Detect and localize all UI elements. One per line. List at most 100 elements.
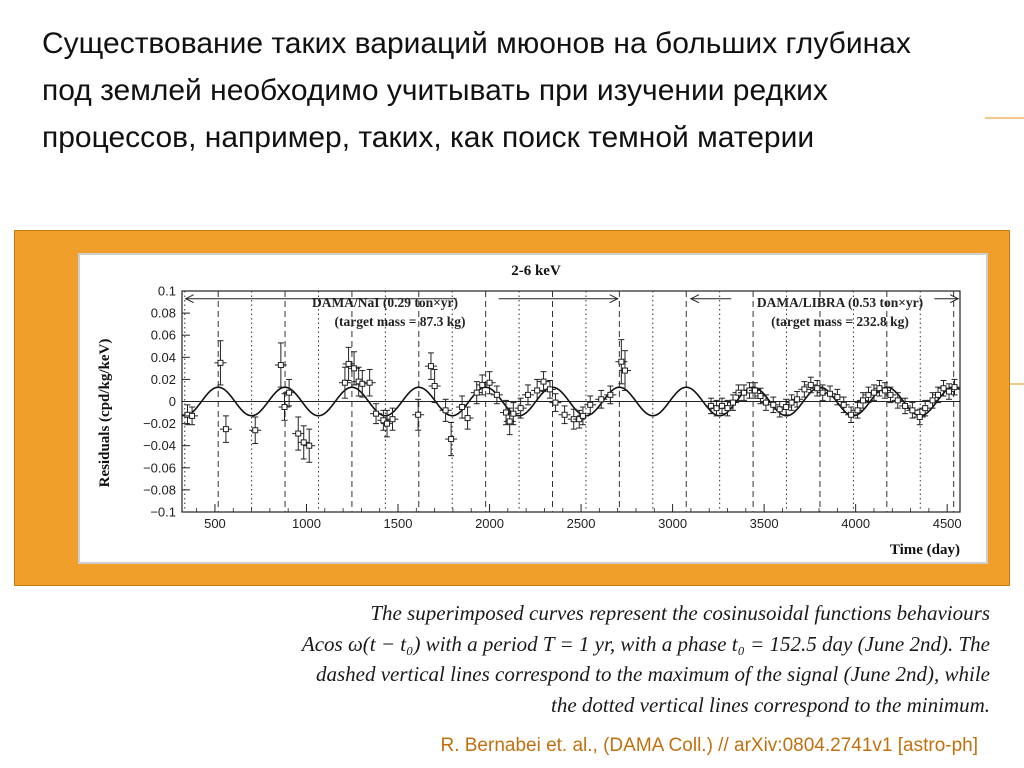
data-point: [848, 411, 855, 418]
data-point: [561, 411, 568, 418]
data-point: [503, 409, 510, 416]
libra-label: DAMA/LIBRA (0.53 ton×yr): [757, 295, 923, 310]
data-point: [524, 391, 531, 398]
data-point: [295, 430, 302, 437]
data-point: [776, 406, 783, 413]
data-point: [794, 396, 801, 403]
data-point: [935, 391, 942, 398]
data-point: [389, 416, 396, 423]
data-point: [552, 399, 559, 406]
x-tick-label: 500: [204, 516, 226, 531]
y-tick-label: 0.06: [151, 328, 176, 343]
x-tick-label: 4000: [841, 516, 870, 531]
data-point: [622, 367, 629, 374]
data-point: [222, 426, 229, 433]
chart-title: 2-6 keV: [511, 263, 561, 279]
data-point: [607, 391, 614, 398]
data-point: [902, 402, 909, 409]
data-point: [448, 436, 455, 443]
data-point: [819, 389, 826, 396]
caption-line-3: dashed vertical lines correspond to the …: [315, 662, 990, 686]
data-point: [827, 390, 834, 397]
x-tick-label: 4500: [933, 516, 962, 531]
data-point: [366, 379, 373, 386]
data-point: [384, 420, 391, 427]
data-point: [427, 363, 434, 370]
caption-line-1: The superimposed curves represent the co…: [370, 601, 990, 625]
data-point: [788, 399, 795, 406]
x-tick-label: 3000: [658, 516, 687, 531]
data-point: [801, 386, 808, 393]
data-point: [579, 412, 586, 419]
decorative-line-middle: [1005, 383, 1024, 385]
data-point: [870, 389, 877, 396]
data-point: [473, 389, 480, 396]
x-tick-label: 1500: [384, 516, 413, 531]
nai-mass-label: (target mass = 87.3 kg): [334, 314, 465, 329]
data-point: [598, 396, 605, 403]
data-point: [506, 418, 513, 425]
data-point: [814, 385, 821, 392]
slide-title: Существование таких вариаций мюонов на б…: [42, 27, 911, 154]
data-point: [859, 397, 866, 404]
data-point: [751, 387, 758, 394]
data-point: [373, 410, 380, 417]
data-point: [479, 381, 486, 388]
data-point: [277, 362, 284, 369]
data-point: [286, 389, 293, 396]
data-point: [189, 412, 196, 419]
data-point: [916, 413, 923, 420]
figure-frame: 2-6 keV Time (day) Residuals (cpd/kg/keV…: [14, 230, 1010, 586]
x-tick-label: 2000: [475, 516, 504, 531]
data-point: [493, 391, 500, 398]
data-point: [946, 388, 953, 395]
data-point: [770, 401, 777, 408]
data-point: [887, 391, 894, 398]
nai-label: DAMA/NaI (0.29 ton×yr): [312, 295, 458, 310]
data-point: [840, 401, 847, 408]
data-point: [922, 405, 929, 412]
nai-arrowhead-right: [609, 294, 619, 304]
data-point: [281, 404, 288, 411]
data-point: [881, 387, 888, 394]
data-point: [762, 399, 769, 406]
data-point: [517, 405, 524, 412]
y-tick-label: 0: [169, 394, 176, 409]
data-point: [894, 397, 901, 404]
data-point: [464, 415, 471, 422]
data-point: [459, 404, 466, 411]
y-tick-label: 0.08: [151, 306, 176, 321]
libra-arrowhead-right: [949, 294, 960, 304]
caption-line-2: Acos ω(t − t₀) with a period T = 1 yr, w…: [301, 631, 990, 656]
data-point: [587, 401, 594, 408]
figure-caption: The superimposed curves represent the co…: [120, 598, 990, 720]
decorative-line-top: [985, 117, 1024, 119]
data-point: [306, 442, 313, 449]
data-point: [730, 399, 737, 406]
x-tick-label: 1000: [292, 516, 321, 531]
x-tick-label: 2500: [567, 516, 596, 531]
data-point: [807, 381, 814, 388]
data-point: [351, 365, 358, 372]
y-tick-label: 0.1: [158, 284, 176, 299]
data-point: [415, 411, 422, 418]
reference-citation: R. Bernabei et. al., (DAMA Coll.) // arX…: [440, 735, 978, 756]
data-point: [724, 405, 731, 412]
data-point: [345, 360, 352, 367]
nai-arrowhead-left: [184, 294, 194, 304]
data-point: [618, 358, 625, 365]
data-point: [431, 383, 438, 390]
data-point: [380, 417, 387, 424]
data-point: [442, 407, 449, 414]
libra-arrowhead-left: [689, 294, 700, 304]
data-point: [510, 410, 517, 417]
y-tick-label: 0.04: [151, 350, 176, 365]
data-point: [486, 379, 493, 386]
data-point: [359, 380, 366, 387]
data-point: [929, 397, 936, 404]
y-tick-label: −0.06: [143, 460, 176, 475]
data-point: [854, 407, 861, 414]
data-point: [940, 385, 947, 392]
y-tick-label: −0.08: [143, 482, 176, 497]
data-point: [540, 378, 547, 385]
